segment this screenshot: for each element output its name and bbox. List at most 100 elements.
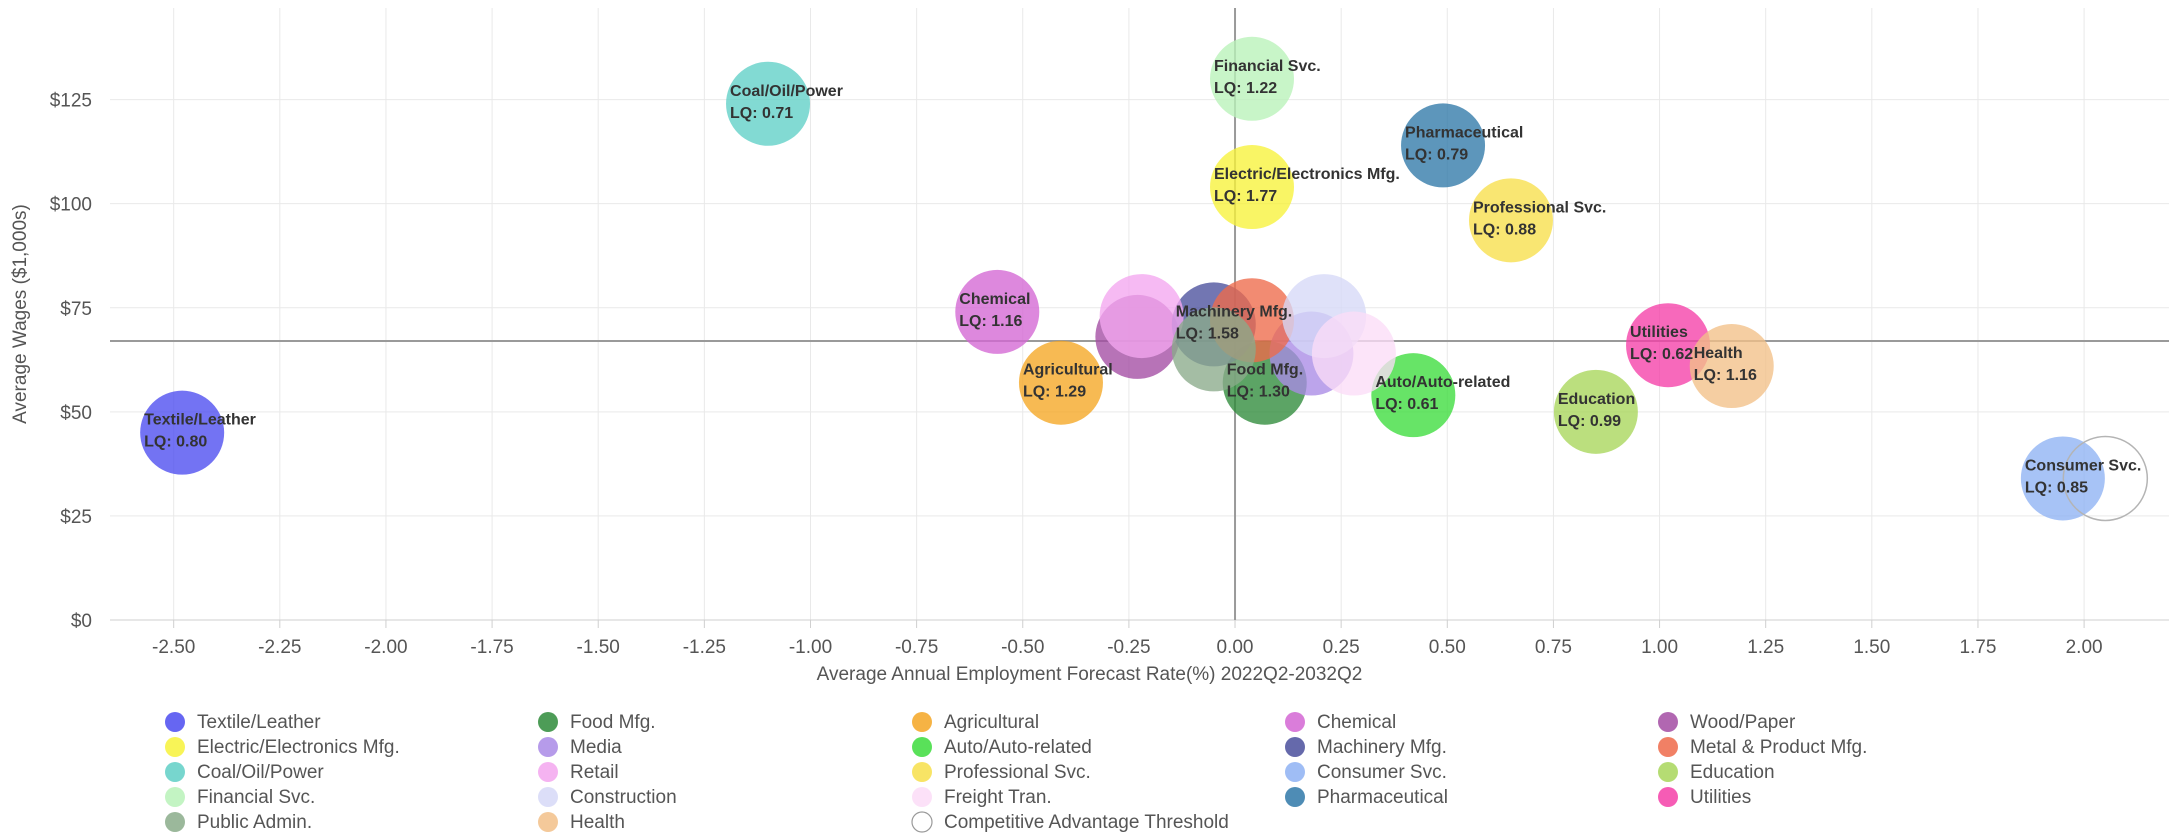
legend-label: Agricultural [944,712,1039,733]
legend-label: Electric/Electronics Mfg. [197,737,400,758]
bubble-coal-oil-power[interactable] [726,61,811,146]
x-tick-label: -2.50 [152,637,195,658]
legend-swatch [1285,712,1305,732]
legend-item-auto-auto-related[interactable]: Auto/Auto-related [912,737,1092,758]
bubble-name-label: Pharmaceutical [1405,124,1523,141]
bubble-competitive-advantage-threshold[interactable] [2062,435,2149,522]
bubble-pharmaceutical[interactable] [1401,103,1486,188]
legend-item-textile-leather[interactable]: Textile/Leather [165,712,321,733]
y-tick-label: $125 [50,91,92,112]
legend-item-chemical[interactable]: Chemical [1285,712,1396,733]
legend-item-machinery-mfg[interactable]: Machinery Mfg. [1285,737,1447,758]
legend-label: Financial Svc. [197,787,315,808]
x-tick-label: -2.25 [258,637,301,658]
x-axis-title: Average Annual Employment Forecast Rate(… [817,664,1363,685]
legend-swatch [912,737,932,757]
bubble-name-label: Auto/Auto-related [1375,374,1510,391]
legend-swatch [1285,737,1305,757]
bubble-auto-auto-related[interactable] [1371,353,1456,438]
legend-item-construction[interactable]: Construction [538,787,677,808]
bubble-electric-electronics-mfg[interactable] [1210,145,1295,230]
legend-swatch [538,712,558,732]
legend-label: Public Admin. [197,812,312,833]
legend-item-competitive-advantage-threshold[interactable]: Competitive Advantage Threshold [911,811,1229,833]
legend-item-financial-svc[interactable]: Financial Svc. [165,787,315,808]
bubble-education[interactable] [1553,369,1638,454]
x-tick-label: -1.75 [470,637,513,658]
bubble-name-label: Coal/Oil/Power [730,83,843,100]
legend-item-education[interactable]: Education [1658,762,1775,783]
legend-swatch [538,812,558,832]
legend-swatch [1285,762,1305,782]
bubble-professional-svc[interactable] [1468,178,1553,263]
legend-label: Competitive Advantage Threshold [944,812,1229,833]
bubble-lq-label: LQ: 0.99 [1558,413,1621,430]
legend-swatch [1285,787,1305,807]
legend-item-freight-tran[interactable]: Freight Tran. [912,787,1052,808]
legend-item-public-admin[interactable]: Public Admin. [165,812,312,833]
legend-label: Metal & Product Mfg. [1690,737,1867,758]
bubble-lq-label: LQ: 0.80 [144,434,207,451]
x-tick-label: -0.75 [895,637,938,658]
legend-swatch [911,811,933,833]
bubble-lq-label: LQ: 0.88 [1473,221,1536,238]
bubble-lq-label: LQ: 1.16 [959,313,1022,330]
bubble-name-label: Utilities [1630,324,1688,341]
legend-swatch [1658,737,1678,757]
x-tick-label: -2.00 [364,637,407,658]
legend-item-food-mfg[interactable]: Food Mfg. [538,712,656,733]
bubble-name-label: Consumer Svc. [2025,457,2141,474]
legend-label: Health [570,812,625,833]
legend-item-consumer-svc[interactable]: Consumer Svc. [1285,762,1447,783]
legend-label: Consumer Svc. [1317,762,1447,783]
legend-item-electric-electronics-mfg[interactable]: Electric/Electronics Mfg. [165,737,400,758]
bubble-freight-tran[interactable] [1311,311,1396,396]
legend-item-health[interactable]: Health [538,812,625,833]
y-tick-label: $50 [60,403,92,424]
bubble-textile-leather[interactable] [140,390,225,475]
bubble-name-label: Professional Svc. [1473,199,1606,216]
x-tick-label: -1.00 [789,637,832,658]
legend-swatch [1658,712,1678,732]
bubble-name-label: Health [1694,345,1743,362]
bubble-utilities[interactable] [1626,303,1711,388]
bubble-name-label: Machinery Mfg. [1176,303,1292,320]
legend-label: Education [1690,762,1775,783]
legend-item-metal-product-mfg[interactable]: Metal & Product Mfg. [1658,737,1867,758]
x-tick-label: 0.75 [1535,637,1572,658]
legend-item-coal-oil-power[interactable]: Coal/Oil/Power [165,762,324,783]
bubble-name-label: Education [1558,391,1635,408]
legend-item-utilities[interactable]: Utilities [1658,787,1751,808]
legend-label: Auto/Auto-related [944,737,1092,758]
bubble-financial-svc[interactable] [1210,36,1295,121]
legend-label: Coal/Oil/Power [197,762,324,783]
bubble-agricultural[interactable] [1018,340,1103,425]
legend-swatch [1658,787,1678,807]
bubble-name-label: Financial Svc. [1214,58,1321,75]
legend-item-media[interactable]: Media [538,737,622,758]
bubble-lq-label: LQ: 0.62 [1630,346,1693,363]
bubble-lq-label: LQ: 0.71 [730,105,793,122]
y-axis-ticks: $0 $25 $50 $75 $100 $125 [50,91,92,632]
legend-item-professional-svc[interactable]: Professional Svc. [912,762,1091,783]
bubble-lq-label: LQ: 1.29 [1023,384,1086,401]
bubble-lq-label: LQ: 0.61 [1375,396,1438,413]
x-axis-ticks: -2.50 -2.25 -2.00 -1.75 -1.50 -1.25 -1.00 -0.75… [152,620,2103,658]
bubble-retail[interactable] [1099,274,1184,359]
bubble-name-label: Agricultural [1023,362,1113,379]
x-tick-label: -1.50 [577,637,620,658]
legend-item-agricultural[interactable]: Agricultural [912,712,1039,733]
x-tick-label: -1.25 [683,637,726,658]
x-tick-label: 1.00 [1641,637,1678,658]
legend-label: Professional Svc. [944,762,1091,783]
legend: Textile/Leather Food Mfg. Agricultural Chem… [165,712,1867,833]
legend-item-retail[interactable]: Retail [538,762,619,783]
legend-item-pharmaceutical[interactable]: Pharmaceutical [1285,787,1448,808]
x-tick-label: 1.50 [1853,637,1890,658]
bubble-public-admin[interactable] [1171,307,1256,392]
bubble-health[interactable] [1689,324,1774,409]
bubble-chemical[interactable] [955,269,1040,354]
legend-item-wood-paper[interactable]: Wood/Paper [1658,712,1796,733]
x-tick-label: 2.00 [2066,637,2103,658]
